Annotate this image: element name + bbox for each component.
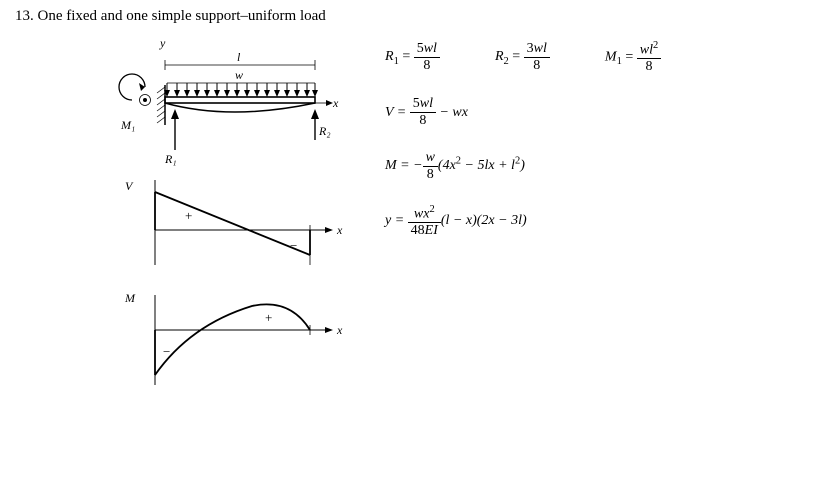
moment-curve: [155, 304, 310, 375]
span-label: l: [237, 50, 241, 64]
r1-label: R₁: [164, 152, 177, 166]
shear-line: [155, 192, 310, 255]
y-axis-label: y: [159, 36, 166, 50]
moment-minus: −: [163, 344, 170, 359]
reactions-row: R1 = 5wl8 R2 = 3wl8 M1 = wl28: [385, 40, 808, 74]
load-label: w: [235, 68, 243, 82]
fixed-support: [157, 85, 165, 125]
eq-r2: R2 = 3wl8: [495, 41, 550, 73]
moment-x-label: x: [336, 323, 343, 337]
x-axis-label: x: [332, 96, 339, 110]
r2-label: R₂: [318, 124, 331, 138]
deflection-equation: y = wx248EI(l − x)(2x − 3l): [385, 204, 808, 238]
shear-equation: V = 5wl8 − wx: [385, 96, 808, 128]
distributed-load-arrows: [164, 83, 318, 97]
moment-m1-icon: [119, 74, 151, 106]
shear-minus: −: [290, 238, 297, 253]
shear-v-label: V: [125, 179, 134, 193]
moment-equation: M = −w8(4x2 − 5lx + l2): [385, 150, 808, 182]
shear-x-label: x: [336, 223, 343, 237]
moment-m-label: M: [124, 291, 136, 305]
moment-diagram: M x + −: [115, 280, 375, 400]
case-title: 13. One fixed and one simple support–uni…: [15, 8, 808, 25]
eq-m1: M1 = wl28: [605, 40, 661, 74]
deflection-curve: [165, 103, 315, 112]
content-wrapper: y l w: [15, 35, 808, 400]
shear-plus: +: [185, 208, 192, 223]
moment-plus: +: [265, 310, 272, 325]
equations-column: R1 = 5wl8 R2 = 3wl8 M1 = wl28 V = 5wl8 −…: [385, 35, 808, 400]
diagrams-column: y l w: [15, 35, 325, 400]
beam-diagram: y l w: [115, 35, 375, 170]
shear-diagram: V x + −: [115, 170, 375, 280]
eq-r1: R1 = 5wl8: [385, 41, 440, 73]
m1-label: M₁: [120, 118, 135, 132]
beam-body: [165, 97, 315, 103]
